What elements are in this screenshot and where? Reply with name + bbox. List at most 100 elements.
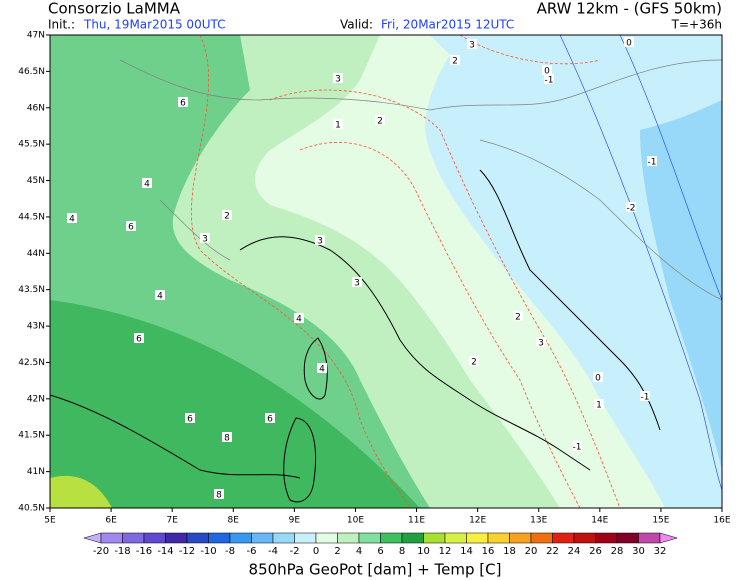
contour-label-bg <box>178 97 188 107</box>
lon-label: 5E <box>44 516 56 526</box>
colorbar-tick-label: 24 <box>568 546 581 557</box>
contour-label-bg <box>214 489 224 499</box>
contour-label-bg <box>593 372 603 382</box>
contour-label-bg <box>624 37 634 47</box>
lon-label: 13E <box>530 516 547 526</box>
contour-label-bg <box>333 119 343 129</box>
colorbar-tick-label: 32 <box>654 546 667 557</box>
contour-label: 3 <box>354 279 360 289</box>
colorbar-box <box>638 532 661 544</box>
lat-label: 45N <box>27 176 45 186</box>
colorbar-tick-label: 14 <box>460 546 473 557</box>
lat-label: 41.5N <box>18 431 45 441</box>
lon-label: 7E <box>166 516 178 526</box>
colorbar-title: 850hPa GeoPot [dam] + Temp [C] <box>249 561 502 579</box>
colorbar-box <box>487 532 510 544</box>
contour-label: 4 <box>144 180 150 190</box>
contour-label-bg <box>222 210 232 220</box>
colorbar-tick-label: -4 <box>268 546 278 557</box>
colorbar-box <box>208 532 231 544</box>
lon-label: 16E <box>713 516 730 526</box>
colorbar-tick-label: -2 <box>290 546 300 557</box>
lat-label: 43.5N <box>18 285 45 295</box>
colorbar-box <box>552 532 575 544</box>
contour-label-bg <box>315 235 325 245</box>
colorbar-box <box>315 532 338 544</box>
contour-label-bg <box>265 413 275 423</box>
contour-label: 6 <box>180 99 186 109</box>
contour-label: 8 <box>224 434 230 444</box>
lon-label: 14E <box>591 516 608 526</box>
lon-label: 10E <box>347 516 364 526</box>
contour-label: 4 <box>69 215 75 225</box>
colorbar-box <box>251 532 274 544</box>
lon-label: 6E <box>105 516 117 526</box>
colorbar-box <box>272 532 295 544</box>
contour-label-bg <box>536 337 546 347</box>
valid-time: Fri, 20Mar2015 12UTC <box>381 18 514 32</box>
contour-label: 4 <box>319 365 325 375</box>
contour-label: -1 <box>648 158 657 168</box>
contour-label: 3 <box>538 339 544 349</box>
colorbar-tick-label: -12 <box>179 546 195 557</box>
axis-ticks: 47N 46.5N 46N 45.5N 45N 44.5N 44N 43.5N 43N 42.5N… <box>18 31 731 526</box>
lat-label: 40.5N <box>18 504 45 514</box>
lat-label: 46N <box>27 103 45 113</box>
contour-label-bg <box>647 156 657 166</box>
contour-label-bg <box>317 363 327 373</box>
colorbar-tick-label: 4 <box>356 546 362 557</box>
colorbar-box <box>423 532 446 544</box>
contour-label-bg <box>640 391 650 401</box>
lon-label: 15E <box>652 516 669 526</box>
lat-label: 41N <box>27 467 45 477</box>
colorbar-tick-label: -18 <box>114 546 130 557</box>
colorbar-tick-label: -6 <box>247 546 257 557</box>
contour-label: 2 <box>452 57 458 67</box>
lat-label: 45.5N <box>18 140 45 150</box>
contour-label: -1 <box>641 393 650 403</box>
contour-label: 1 <box>335 121 341 131</box>
lat-label: 44N <box>27 249 45 259</box>
lon-label: 11E <box>408 516 425 526</box>
lon-label: 9E <box>289 516 301 526</box>
colorbar-box <box>100 532 123 544</box>
colorbar-tick-label: 2 <box>334 546 340 557</box>
contour-label: 0 <box>626 39 632 49</box>
lat-label: 46.5N <box>18 67 45 77</box>
contour-label-bg <box>200 233 210 243</box>
colorbar-box <box>466 532 489 544</box>
lon-label: 12E <box>469 516 486 526</box>
contour-label-bg <box>134 333 144 343</box>
lat-label: 47N <box>27 31 45 41</box>
contour-label: -1 <box>573 443 582 453</box>
contour-label-bg <box>185 413 195 423</box>
lon-label: 8E <box>228 516 240 526</box>
colorbar-box <box>294 532 317 544</box>
colorbar-tick-label: 26 <box>589 546 602 557</box>
contour-label-bg <box>126 221 136 231</box>
contour-label-bg <box>450 55 460 65</box>
colorbar-tick-label: 12 <box>439 546 452 557</box>
colorbar-tick-label: 22 <box>546 546 559 557</box>
colorbar-tick-label: 30 <box>632 546 645 557</box>
lat-label: 42.5N <box>18 358 45 368</box>
contour-label-bg <box>67 213 77 223</box>
colorbar-box <box>143 532 166 544</box>
contour-label: 6 <box>128 223 134 233</box>
contour-label-bg <box>222 432 232 442</box>
colorbar-box <box>509 532 532 544</box>
contour-label: 4 <box>296 315 302 325</box>
colorbar-tick-label: 6 <box>377 546 383 557</box>
init-time: Thu, 19Mar2015 00UTC <box>83 18 226 32</box>
contour-label: 6 <box>267 415 273 425</box>
contour-label-bg <box>467 39 477 49</box>
colorbar-tick-label: -16 <box>136 546 152 557</box>
colorbar-box <box>444 532 467 544</box>
colorbar-tick-label: -10 <box>200 546 216 557</box>
colorbar-low-triangle <box>82 532 102 544</box>
contour-label: 2 <box>515 313 521 323</box>
contour-label-bg <box>155 290 165 300</box>
colorbar-box <box>401 532 424 544</box>
colorbar-box <box>616 532 639 544</box>
contour-label: 8 <box>216 491 222 501</box>
